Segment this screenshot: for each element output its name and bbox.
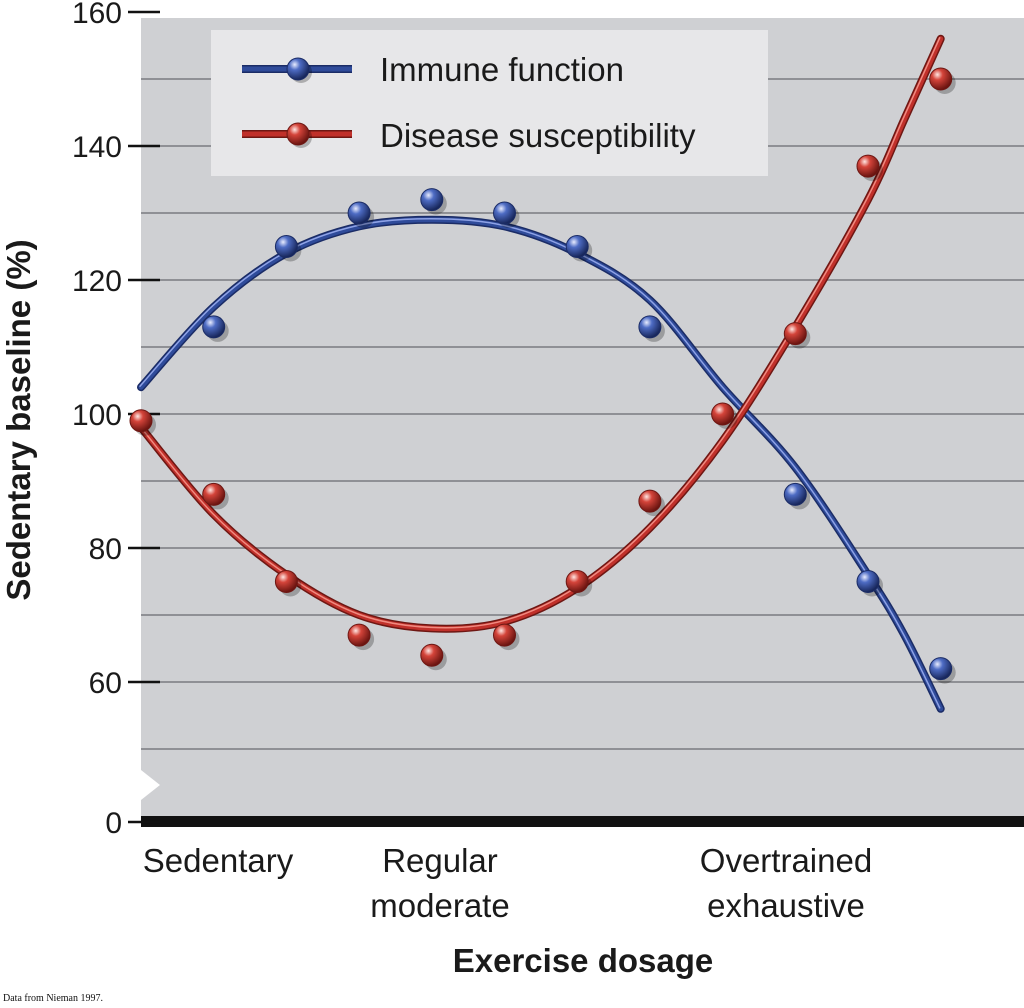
immune-point (565, 235, 589, 258)
legend-swatches (242, 57, 352, 148)
disease-point (420, 643, 444, 667)
x-category-label: moderate (370, 887, 509, 924)
immune-point (493, 201, 516, 225)
immune-point (783, 482, 807, 506)
axis-break-notch (141, 770, 160, 800)
disease-point (711, 402, 735, 426)
y-axis-title: Sedentary baseline (%) (0, 239, 37, 600)
y-tick-label: 100 (72, 399, 122, 432)
y-tick-label: 0 (105, 807, 122, 840)
legend-label-immune: Immune function (380, 51, 624, 88)
immune-point (202, 315, 226, 339)
legend-disease-marker (286, 122, 310, 146)
immune-point (274, 235, 298, 258)
y-axis-ticks: 0 60 80 100 120 140 160 (72, 0, 160, 840)
disease-point (493, 623, 516, 647)
legend-immune-marker (286, 57, 310, 81)
x-axis-title: Exercise dosage (453, 942, 714, 979)
disease-point (783, 322, 807, 346)
disease-point (929, 67, 953, 91)
legend: Immune function Disease susceptibility (211, 30, 768, 176)
y-tick-label: 140 (72, 131, 122, 164)
disease-point (129, 409, 153, 433)
x-axis-categories: Sedentary Regular moderate Overtrained exhau… (143, 842, 872, 924)
y-tick-label: 120 (72, 265, 122, 298)
immune-point (856, 570, 880, 593)
immune-point (638, 315, 662, 339)
y-tick-label: 160 (72, 0, 122, 30)
data-points (129, 67, 956, 684)
disease-point (638, 489, 662, 513)
x-category-label: Sedentary (143, 842, 294, 879)
y-tick-label: 60 (89, 667, 122, 700)
immune-point (347, 201, 371, 225)
x-axis-baseline (141, 816, 1024, 827)
disease-point (347, 623, 371, 647)
axis-break (141, 770, 160, 800)
disease-point (856, 154, 880, 178)
y-tick-label: 80 (89, 533, 122, 566)
x-category-label: Overtrained (700, 842, 872, 879)
disease-point (202, 482, 226, 506)
x-category-label: Regular (382, 842, 498, 879)
legend-label-disease: Disease susceptibility (380, 117, 696, 154)
immune-point (420, 188, 444, 212)
source-note: Data from Nieman 1997. (3, 993, 103, 1004)
disease-point (274, 570, 298, 593)
legend-box (211, 30, 768, 176)
immune-point (929, 657, 953, 681)
disease-point (565, 570, 589, 593)
x-category-label: exhaustive (707, 887, 865, 924)
